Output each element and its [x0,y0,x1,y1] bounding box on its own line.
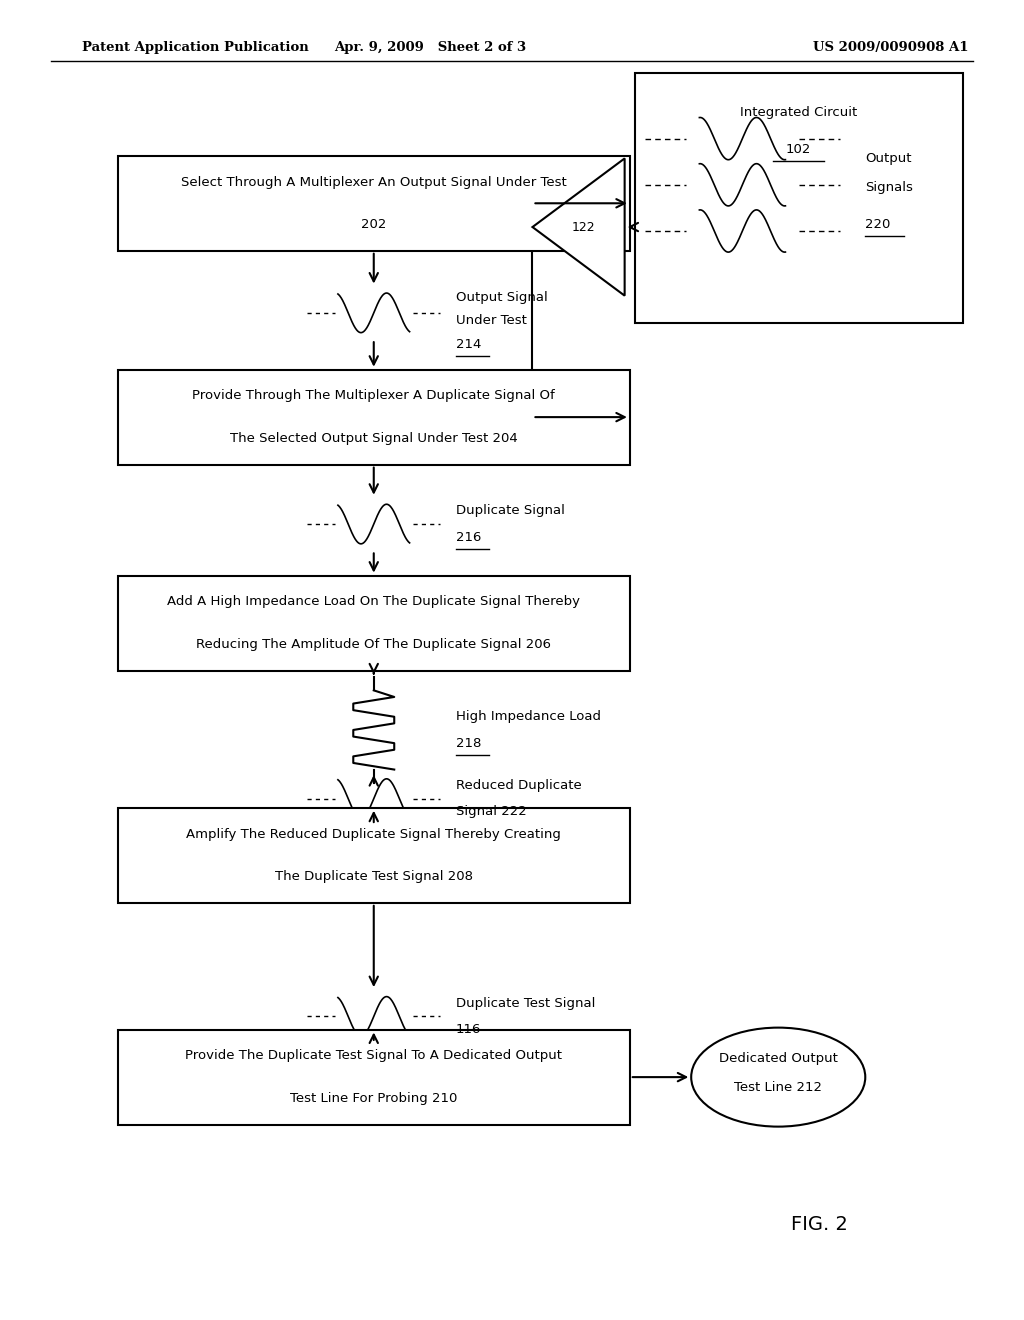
Text: Apr. 9, 2009   Sheet 2 of 3: Apr. 9, 2009 Sheet 2 of 3 [334,41,526,54]
Bar [118,808,630,903]
Polygon shape [532,158,625,296]
Text: 216: 216 [456,531,481,544]
Text: Signal 222: Signal 222 [456,805,526,818]
Text: Test Line For Probing 210: Test Line For Probing 210 [290,1092,458,1105]
Text: Provide The Duplicate Test Signal To A Dedicated Output: Provide The Duplicate Test Signal To A D… [185,1049,562,1063]
Text: 218: 218 [456,737,481,750]
Bar [118,576,630,671]
Text: Integrated Circuit: Integrated Circuit [740,106,857,119]
Text: US 2009/0090908 A1: US 2009/0090908 A1 [813,41,969,54]
Text: Amplify The Reduced Duplicate Signal Thereby Creating: Amplify The Reduced Duplicate Signal The… [186,828,561,841]
Text: The Selected Output Signal Under Test 204: The Selected Output Signal Under Test 20… [229,432,518,445]
Text: FIG. 2: FIG. 2 [791,1216,848,1234]
Text: 116: 116 [456,1023,481,1036]
Text: Duplicate Signal: Duplicate Signal [456,504,564,517]
Bar [118,156,630,251]
Text: Select Through A Multiplexer An Output Signal Under Test: Select Through A Multiplexer An Output S… [181,176,566,189]
Text: High Impedance Load: High Impedance Load [456,710,601,723]
Text: 102: 102 [786,143,811,156]
Text: 220: 220 [865,218,891,231]
Text: Test Line 212: Test Line 212 [734,1081,822,1094]
Text: Under Test: Under Test [456,314,526,327]
Text: Provide Through The Multiplexer A Duplicate Signal Of: Provide Through The Multiplexer A Duplic… [193,389,555,403]
Text: Output: Output [865,152,911,165]
Ellipse shape [691,1027,865,1127]
Text: Reduced Duplicate: Reduced Duplicate [456,779,582,792]
Text: 214: 214 [456,338,481,351]
Text: The Duplicate Test Signal 208: The Duplicate Test Signal 208 [274,870,473,883]
Text: Reducing The Amplitude Of The Duplicate Signal 206: Reducing The Amplitude Of The Duplicate … [197,638,551,651]
Text: 122: 122 [571,220,596,234]
Text: Duplicate Test Signal: Duplicate Test Signal [456,997,595,1010]
Text: Signals: Signals [865,181,913,194]
Text: Patent Application Publication: Patent Application Publication [82,41,308,54]
Text: 202: 202 [361,218,386,231]
Text: Dedicated Output: Dedicated Output [719,1052,838,1065]
Bar [118,1030,630,1125]
Bar [118,370,630,465]
Bar [635,73,963,323]
Text: Output Signal: Output Signal [456,290,548,304]
Text: Add A High Impedance Load On The Duplicate Signal Thereby: Add A High Impedance Load On The Duplica… [167,595,581,609]
